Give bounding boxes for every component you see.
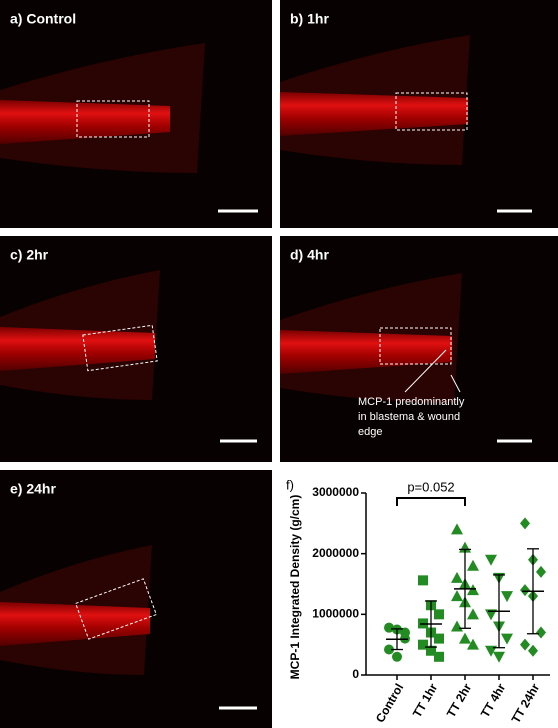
point — [467, 608, 479, 620]
comparison-bracket — [396, 497, 466, 506]
point — [485, 554, 497, 566]
annotation: in blastema & wound — [358, 411, 460, 423]
point — [384, 644, 394, 655]
point — [520, 584, 530, 597]
point — [434, 651, 444, 662]
panel-label: b) 1hr — [290, 11, 329, 27]
point — [485, 645, 497, 657]
roi-box — [395, 92, 468, 131]
point — [520, 638, 530, 651]
point — [384, 622, 394, 633]
point — [528, 644, 538, 657]
x-tick-label: TT 24hr — [509, 681, 543, 726]
arrow — [404, 349, 447, 393]
x-tick-label: TT 4hr — [478, 681, 509, 720]
panel-label: e) 24hr — [10, 481, 56, 497]
roi-box — [82, 324, 158, 372]
x-tick-label: Control — [373, 681, 406, 725]
point — [392, 651, 402, 662]
point — [451, 620, 463, 632]
x-tick-label: TT 1hr — [410, 681, 441, 720]
tail — [0, 100, 170, 144]
point — [485, 609, 497, 621]
tail — [0, 602, 150, 646]
x-tick-label: TT 2hr — [444, 681, 475, 720]
point — [501, 633, 513, 645]
tail — [280, 92, 468, 136]
point — [434, 633, 444, 644]
point — [467, 638, 479, 650]
tail — [0, 327, 155, 371]
y-tick-label: 3000000 — [312, 485, 359, 499]
y-tick-label: 0 — [352, 667, 359, 681]
roi-box — [379, 327, 452, 365]
point — [520, 517, 530, 530]
y-axis-label: MCP-1 Integrated Density (g/cm) — [288, 495, 302, 680]
comparison-label: p=0.052 — [407, 479, 454, 494]
roi-box — [76, 100, 150, 138]
y-tick-label: 2000000 — [312, 546, 359, 560]
annotation: MCP-1 predominantly — [358, 396, 465, 408]
point — [434, 609, 444, 620]
point — [426, 645, 436, 656]
panel-label: a) Control — [10, 11, 76, 27]
point — [493, 651, 505, 663]
annotation: edge — [358, 426, 382, 438]
point — [459, 632, 471, 644]
point — [467, 559, 479, 571]
roi-box — [75, 578, 157, 640]
point — [536, 565, 546, 578]
point — [451, 571, 463, 583]
point — [451, 590, 463, 602]
panel-label: d) 4hr — [290, 247, 329, 263]
point — [400, 627, 410, 638]
tail — [280, 330, 452, 374]
y-tick-label: 1000000 — [312, 607, 359, 621]
point — [536, 626, 546, 639]
point — [501, 591, 513, 603]
panel-label: c) 2hr — [10, 247, 49, 263]
point — [418, 575, 428, 586]
panel-label: f) — [286, 477, 294, 492]
arrow — [450, 374, 461, 393]
point — [418, 639, 428, 650]
point — [451, 523, 463, 535]
